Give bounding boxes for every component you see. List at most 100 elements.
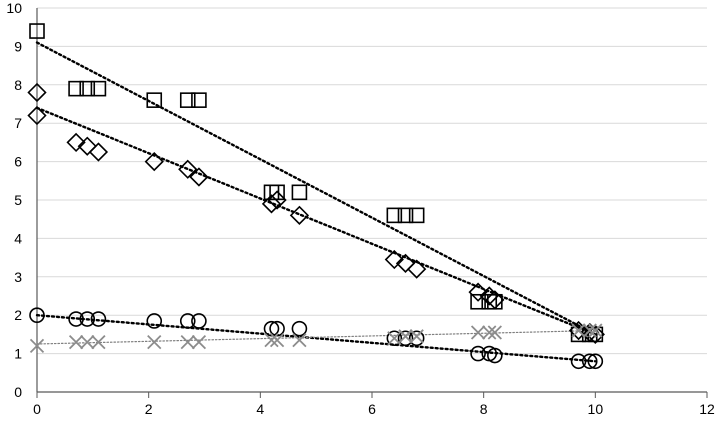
x-marker-stroke — [582, 323, 597, 338]
diamond-marker — [468, 282, 488, 302]
diamond-marker — [27, 82, 47, 103]
square-marker — [587, 326, 604, 343]
x-marker — [409, 329, 424, 344]
x-marker — [387, 331, 402, 346]
diamond-marker — [407, 259, 427, 279]
circle-marker — [90, 311, 107, 327]
x-marker — [147, 334, 162, 350]
square-marker — [470, 293, 486, 310]
y-tick-label: 10 — [6, 0, 22, 16]
x-marker — [482, 325, 497, 340]
x-marker-stroke — [29, 338, 45, 354]
x-tick-label: 12 — [699, 401, 715, 417]
x-marker — [180, 334, 195, 350]
y-tick-label: 4 — [14, 230, 22, 246]
data-markers — [27, 23, 605, 370]
diamond-marker — [178, 159, 198, 179]
x-marker-stroke — [487, 325, 502, 340]
trendline-circle — [35, 314, 597, 363]
axes — [36, 8, 708, 398]
diamond-marker — [261, 194, 282, 214]
circle-marker — [487, 347, 503, 364]
y-tick-label: 9 — [14, 38, 22, 54]
x-marker — [264, 333, 279, 348]
x-marker-stroke — [91, 334, 106, 350]
y-tick-label: 0 — [14, 384, 22, 400]
trendline-diamond — [35, 106, 597, 336]
x-marker — [80, 334, 95, 350]
diamond-marker — [88, 142, 109, 162]
x-marker — [269, 333, 285, 348]
x-marker-stroke — [292, 333, 307, 348]
x-marker-stroke — [482, 325, 497, 340]
square-marker — [397, 207, 414, 224]
circle-marker — [587, 353, 604, 370]
square-marker — [68, 80, 84, 97]
square-marker — [269, 184, 285, 201]
square-marker — [79, 80, 96, 97]
x-tick-label: 10 — [588, 401, 604, 417]
x-marker — [68, 334, 84, 350]
gridlines — [37, 7, 707, 355]
x-marker-stroke — [80, 334, 95, 350]
x-marker-stroke — [180, 334, 195, 350]
circle-marker — [386, 330, 403, 347]
y-tick-label: 5 — [14, 192, 22, 208]
diamond-marker — [479, 286, 499, 306]
x-marker — [470, 325, 486, 340]
x-marker — [191, 334, 207, 350]
x-marker-stroke — [387, 331, 402, 346]
trendline-x — [36, 329, 596, 345]
diamond-marker — [189, 167, 209, 187]
y-tick-label: 7 — [14, 115, 22, 131]
x-marker — [292, 333, 307, 348]
x-tick-label: 6 — [368, 401, 376, 417]
circle-marker — [191, 313, 207, 329]
y-tick-label: 3 — [14, 269, 22, 285]
x-marker — [29, 338, 45, 354]
circle-marker — [146, 313, 163, 329]
y-tick-label: 1 — [14, 346, 22, 362]
y-tick-label: 6 — [14, 154, 22, 170]
circle-marker — [470, 345, 486, 362]
x-marker-stroke — [398, 329, 413, 344]
y-tick-label: 2 — [14, 307, 22, 323]
x-marker — [91, 334, 106, 350]
square-marker — [90, 80, 107, 97]
trendline-square — [35, 41, 597, 336]
circle-marker — [570, 353, 587, 370]
diamond-marker — [289, 205, 310, 225]
x-marker-stroke — [68, 334, 84, 350]
diamond-marker — [384, 249, 404, 270]
circle-marker — [179, 313, 196, 329]
diamond-marker — [27, 105, 47, 126]
square-marker — [191, 92, 207, 108]
square-marker — [146, 92, 163, 108]
x-marker-stroke — [470, 325, 486, 340]
x-marker — [571, 323, 586, 338]
circle-marker — [408, 330, 425, 347]
x-marker — [582, 323, 597, 338]
x-marker-stroke — [409, 329, 424, 344]
x-tick-label: 2 — [145, 401, 153, 417]
square-marker — [29, 23, 45, 39]
trendlines — [35, 41, 597, 363]
diamond-marker — [144, 151, 164, 172]
circle-marker — [291, 320, 308, 337]
diamond-marker — [77, 136, 97, 156]
square-marker — [179, 92, 196, 108]
diamond-marker — [395, 253, 416, 273]
x-marker — [398, 329, 413, 344]
x-marker — [588, 323, 603, 338]
circle-marker — [68, 311, 84, 327]
circle-marker — [581, 353, 598, 370]
y-tick-label: 8 — [14, 77, 22, 93]
x-tick-label: 8 — [480, 401, 488, 417]
x-marker-stroke — [571, 323, 586, 338]
x-marker-stroke — [147, 334, 162, 350]
diamond-marker — [66, 132, 86, 153]
square-marker — [291, 184, 308, 201]
